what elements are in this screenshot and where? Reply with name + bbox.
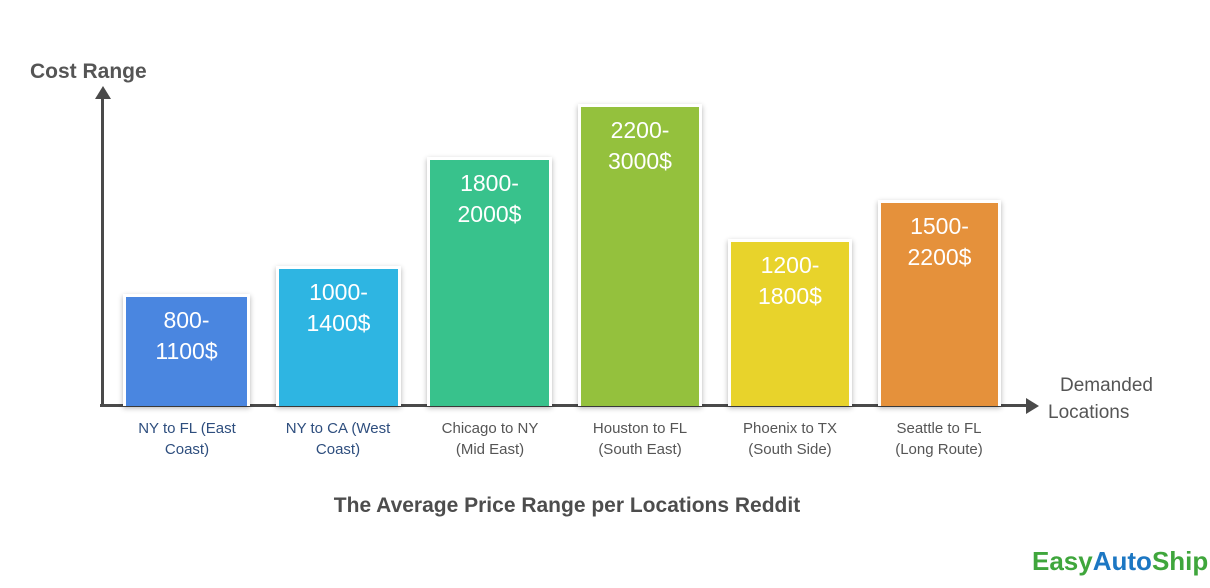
bar-value-line2: 2000$ <box>457 201 522 227</box>
category-line1: NY to CA (West <box>285 420 391 437</box>
bar-value-line2: 3000$ <box>608 148 672 174</box>
category-line2: (South East) <box>598 441 682 458</box>
category-line2: (Long Route) <box>895 441 983 458</box>
category-line1: Phoenix to TX <box>743 420 837 437</box>
category-line2: Coast) <box>315 441 361 458</box>
y-axis-line <box>101 98 104 406</box>
logo-text-auto: Auto <box>1092 546 1152 576</box>
category-label: Chicago to NY (Mid East) <box>410 418 570 460</box>
bar-value-line1: 1200- <box>760 252 820 278</box>
category-label: Seattle to FL (Long Route) <box>859 418 1019 460</box>
bar-value-label: 1000- 1400$ <box>279 277 398 339</box>
bar-value-line2: 1100$ <box>155 338 218 364</box>
x-axis-label: Demanded Locations <box>1048 372 1198 426</box>
logo-text-easy: Easy <box>1032 546 1093 576</box>
category-line1: Chicago to NY <box>441 420 539 437</box>
bar-value-line2: 2200$ <box>907 244 972 270</box>
category-line2: (South Side) <box>748 441 832 458</box>
bar-value-label: 1500- 2200$ <box>881 211 998 273</box>
category-label: Phoenix to TX (South Side) <box>710 418 870 460</box>
bar-chicago-to-ny: 1800- 2000$ <box>427 157 552 406</box>
bar-ny-to-fl: 800- 1100$ <box>123 294 250 406</box>
category-label: NY to FL (East Coast) <box>107 418 267 460</box>
category-line2: Coast) <box>164 441 210 458</box>
category-label: Houston to FL (South East) <box>560 418 720 460</box>
logo-text-ship: Ship <box>1151 546 1209 576</box>
x-axis-line <box>100 404 1028 407</box>
bar-value-line1: 1500- <box>910 213 969 239</box>
category-line2: (Mid East) <box>455 441 525 458</box>
bar-ny-to-ca: 1000- 1400$ <box>276 266 401 406</box>
bar-value-line2: 1400$ <box>306 310 371 336</box>
bar-houston-to-fl: 2200- 3000$ <box>578 104 702 406</box>
y-axis-label: Cost Range <box>30 60 147 83</box>
bar-value-label: 2200- 3000$ <box>581 115 699 177</box>
bar-value-line1: 2200- <box>610 117 670 143</box>
bar-seattle-to-fl: 1500- 2200$ <box>878 200 1001 406</box>
x-axis-arrow-icon <box>1026 398 1039 414</box>
category-line1: Seattle to FL <box>896 420 982 437</box>
chart-title: The Average Price Range per Locations Re… <box>333 494 801 517</box>
y-axis-arrow-icon <box>95 86 111 99</box>
x-axis-label-line1: Demanded <box>1060 375 1153 396</box>
category-label: NY to CA (West Coast) <box>258 418 418 460</box>
category-line1: NY to FL (East <box>138 420 236 437</box>
bar-value-label: 800- 1100$ <box>126 305 247 367</box>
category-line1: Houston to FL <box>592 420 688 437</box>
easyautoship-logo: Easy Auto Ship <box>1032 546 1210 577</box>
bar-value-line1: 1800- <box>460 170 519 196</box>
bar-value-label: 1200- 1800$ <box>731 250 849 312</box>
bar-value-label: 1800- 2000$ <box>430 168 549 230</box>
x-axis-label-line2: Locations <box>1048 402 1130 423</box>
bar-value-line1: 800- <box>163 307 210 333</box>
bar-value-line1: 1000- <box>309 279 368 305</box>
bar-phoenix-to-tx: 1200- 1800$ <box>728 239 852 406</box>
bar-value-line2: 1800$ <box>758 283 822 309</box>
